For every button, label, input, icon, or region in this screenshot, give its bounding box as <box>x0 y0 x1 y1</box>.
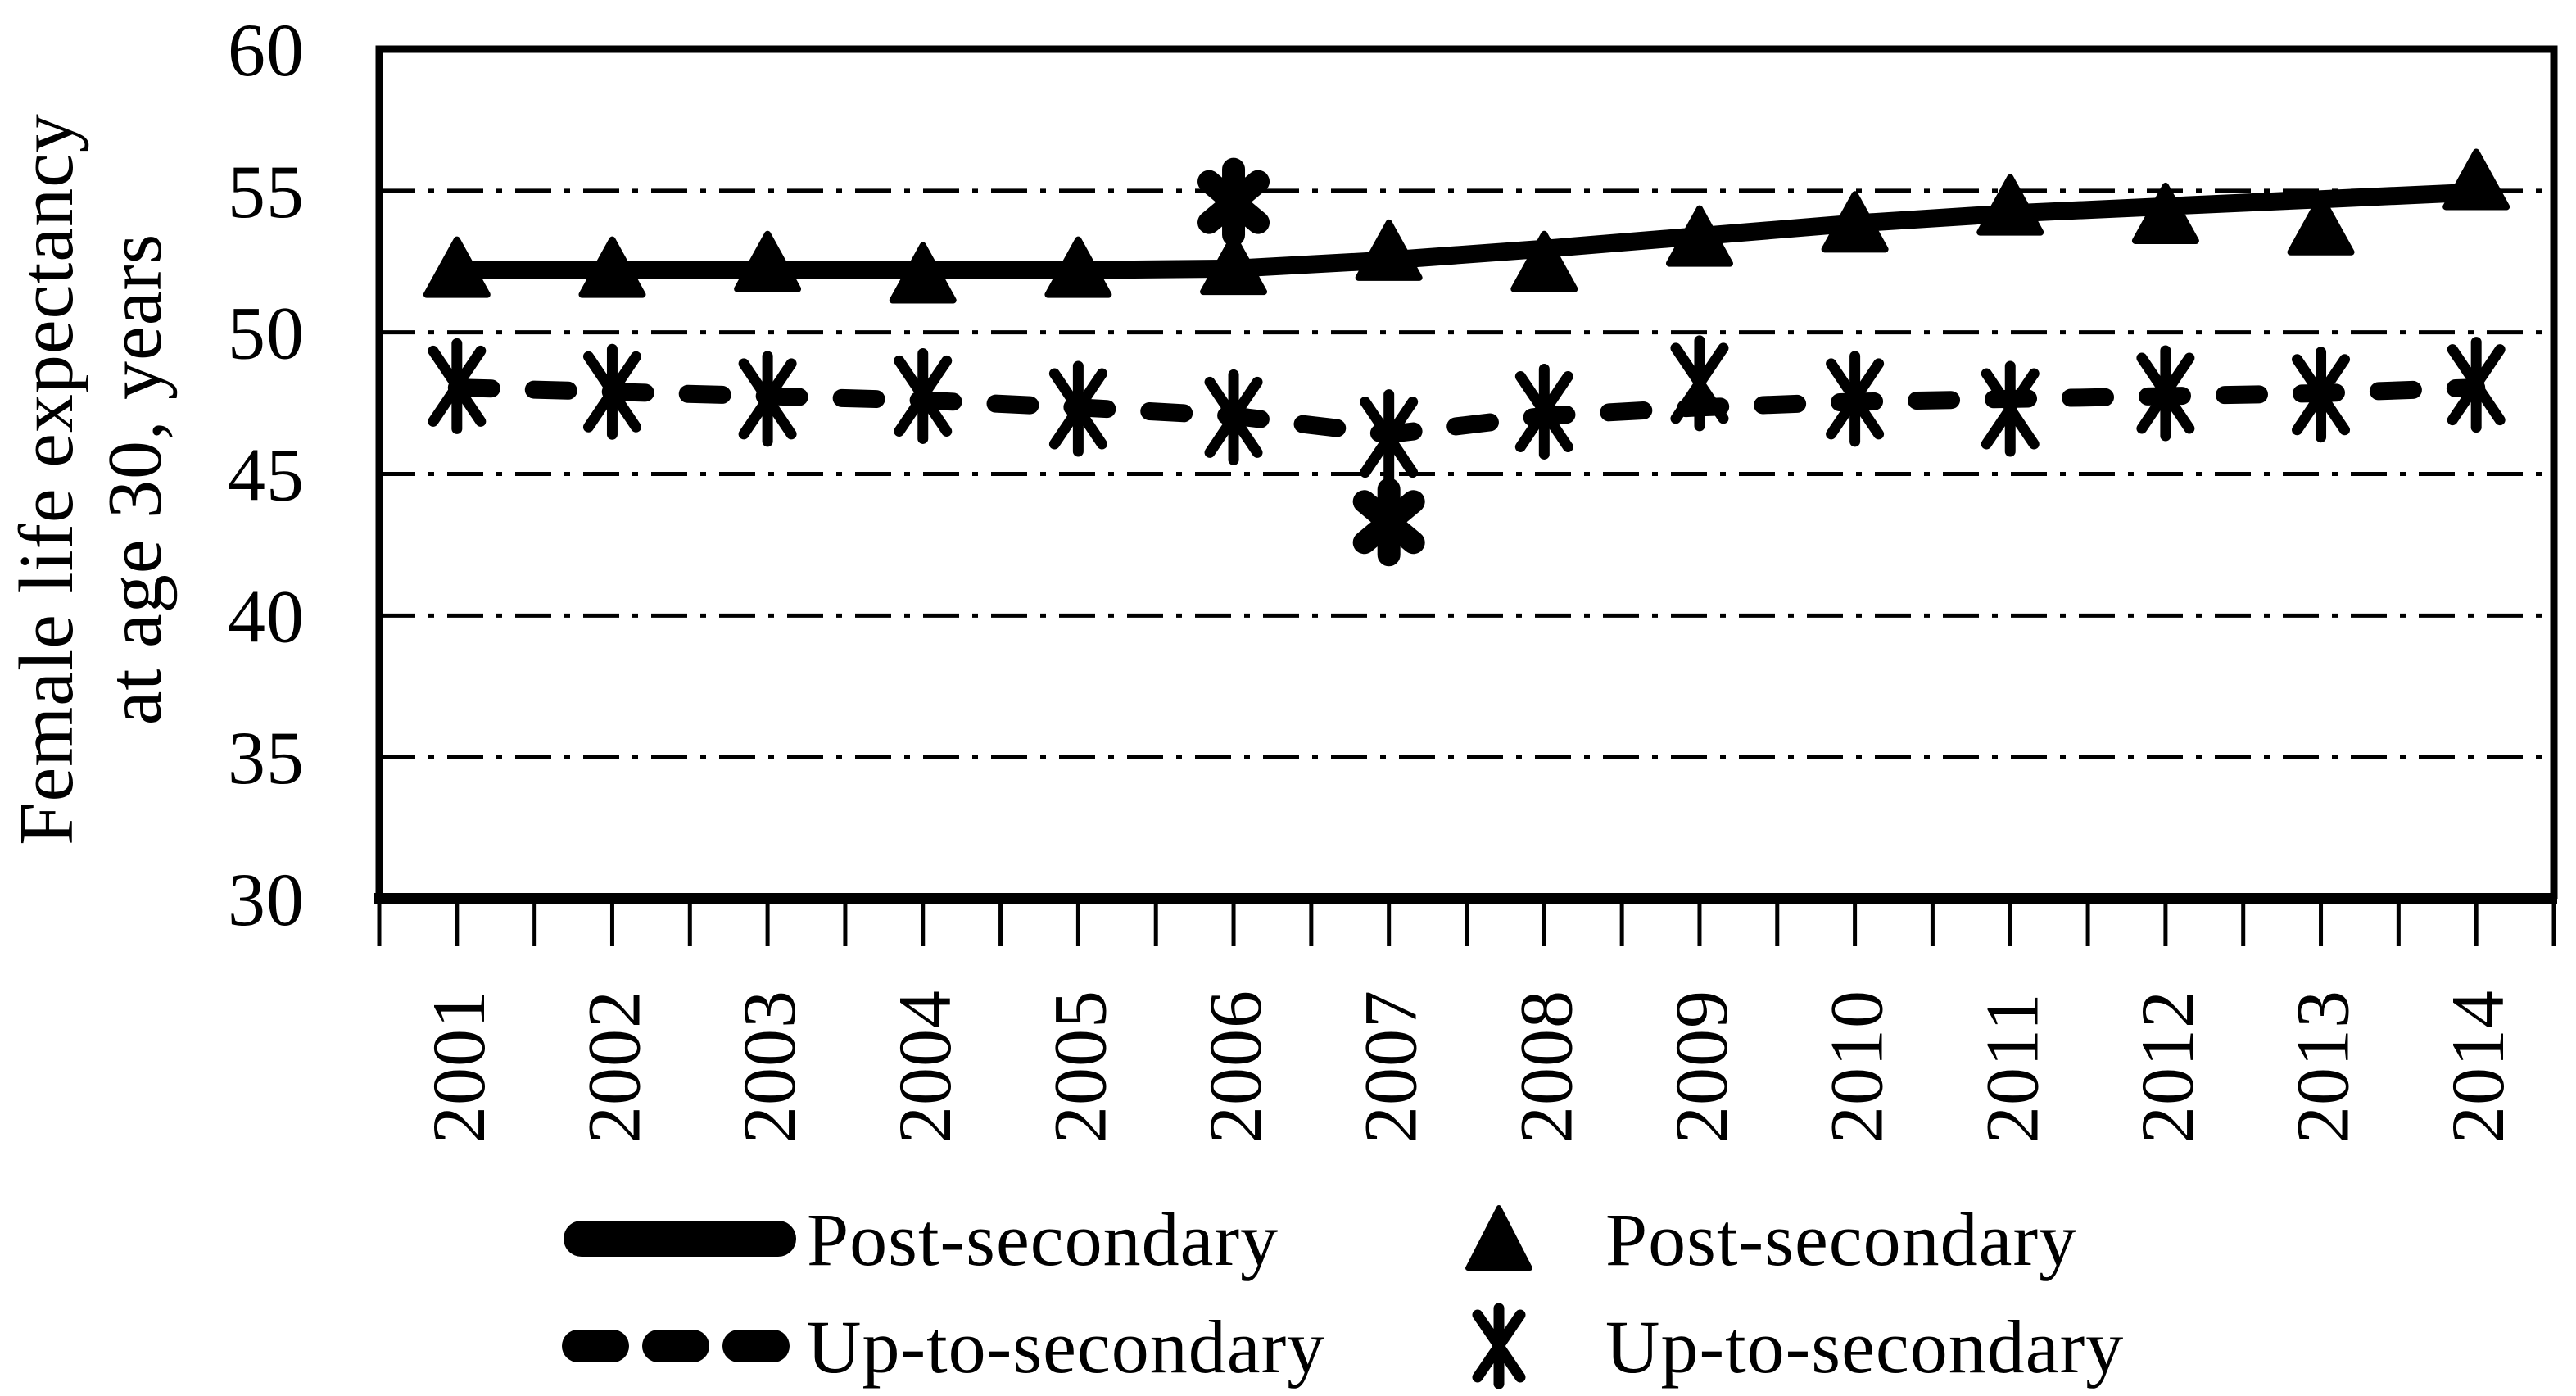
asterisk-marker-swatch <box>1472 1303 1526 1389</box>
legend-label: Up-to-secondary <box>807 1305 1325 1389</box>
y-tick-label: 45 <box>228 433 305 517</box>
post-secondary-triangle-marker <box>2287 193 2355 256</box>
legend-item-up-to-secondary-marker: Up-to-secondary <box>1472 1303 2124 1389</box>
up-to-secondary-asterisk-marker <box>738 351 797 447</box>
post-secondary-triangle-marker <box>1200 233 1268 296</box>
up-to-secondary-asterisk-marker <box>1826 351 1885 447</box>
legend-item-post-secondary-marker: Post-secondary <box>1465 1198 2077 1281</box>
up-to-secondary-asterisk-marker <box>1048 360 1107 457</box>
plot-area: 30 35 40 45 50 55 60 2001 2002 2003 2004 2005 2006 20… <box>228 8 2558 1144</box>
up-to-secondary-asterisk-marker <box>1204 369 1263 465</box>
y-tick-label: 35 <box>228 716 305 800</box>
x-tick-label: 2003 <box>727 990 811 1144</box>
x-tick-label: 2009 <box>1659 990 1743 1144</box>
x-tick-label: 2006 <box>1193 990 1277 1144</box>
significance-asterisk-annotation <box>1197 157 1270 247</box>
up-to-secondary-asterisk-marker <box>2292 347 2351 443</box>
legend-label: Post-secondary <box>1605 1198 2077 1281</box>
x-tick-label: 2007 <box>1349 990 1433 1144</box>
up-to-secondary-asterisk-marker <box>1981 360 2040 457</box>
up-to-secondary-asterisk-marker <box>1514 363 1573 460</box>
up-to-secondary-asterisk-marker <box>1670 335 1729 432</box>
x-tick-label: 2004 <box>883 990 967 1144</box>
y-tick-label: 50 <box>228 292 305 375</box>
up-to-secondary-asterisk-marker <box>1360 389 1419 486</box>
x-tick-label: 2014 <box>2436 990 2519 1144</box>
post-secondary-triangle-marker <box>2442 148 2510 211</box>
up-to-secondary-asterisk-marker <box>582 343 641 440</box>
x-tick-label: 2012 <box>2126 990 2209 1144</box>
post-secondary-triangle-marker <box>889 242 957 304</box>
post-secondary-triangle-marker <box>1976 174 2044 236</box>
y-tick-label: 40 <box>228 574 305 658</box>
legend-item-up-to-secondary-line: Up-to-secondary <box>562 1305 1325 1389</box>
post-secondary-triangle-marker <box>1355 219 1423 281</box>
x-tick-label: 2001 <box>417 990 500 1144</box>
post-secondary-triangle-marker <box>423 236 491 298</box>
triangle-marker-swatch <box>1465 1205 1532 1271</box>
x-tick-label: 2010 <box>1815 990 1899 1144</box>
x-tick-label: 2002 <box>572 990 655 1144</box>
post-secondary-triangle-marker <box>1821 191 1889 253</box>
up-to-secondary-asterisk-marker <box>894 347 953 444</box>
significance-asterisk-annotation <box>1352 478 1425 567</box>
x-tick-label: 2011 <box>1970 992 2053 1144</box>
y-tick-label: 55 <box>228 150 305 233</box>
x-tick-label: 2008 <box>1504 990 1587 1144</box>
up-to-secondary-line <box>447 378 2486 444</box>
post-secondary-triangle-marker <box>1044 236 1112 298</box>
legend: Post-secondary Post-secondary Up-to-seco… <box>562 1198 2124 1389</box>
legend-item-post-secondary-line: Post-secondary <box>564 1198 1279 1281</box>
y-axis-title-line-1: Female life expectancy <box>4 113 89 845</box>
plot-border <box>375 45 2558 899</box>
up-to-secondary-asterisk-marker <box>2136 345 2195 442</box>
post-secondary-triangle-marker <box>1665 205 1733 267</box>
legend-label: Up-to-secondary <box>1605 1305 2124 1389</box>
post-secondary-triangle-marker <box>734 230 802 292</box>
y-axis-title-line-2: at age 30, years <box>93 233 178 726</box>
post-secondary-triangle-marker <box>1510 230 1578 292</box>
legend-label: Post-secondary <box>807 1198 1279 1281</box>
y-tick-label: 30 <box>228 858 305 941</box>
y-tick-label: 60 <box>228 8 305 92</box>
post-secondary-line <box>447 183 2486 279</box>
post-secondary-triangle-marker <box>2131 182 2199 244</box>
up-to-secondary-asterisk-marker <box>428 338 487 434</box>
x-tick-label: 2005 <box>1038 990 1121 1144</box>
up-to-secondary-asterisk-marker <box>2447 337 2506 433</box>
post-secondary-triangle-marker <box>578 236 646 298</box>
x-tick-label: 2013 <box>2281 990 2365 1144</box>
